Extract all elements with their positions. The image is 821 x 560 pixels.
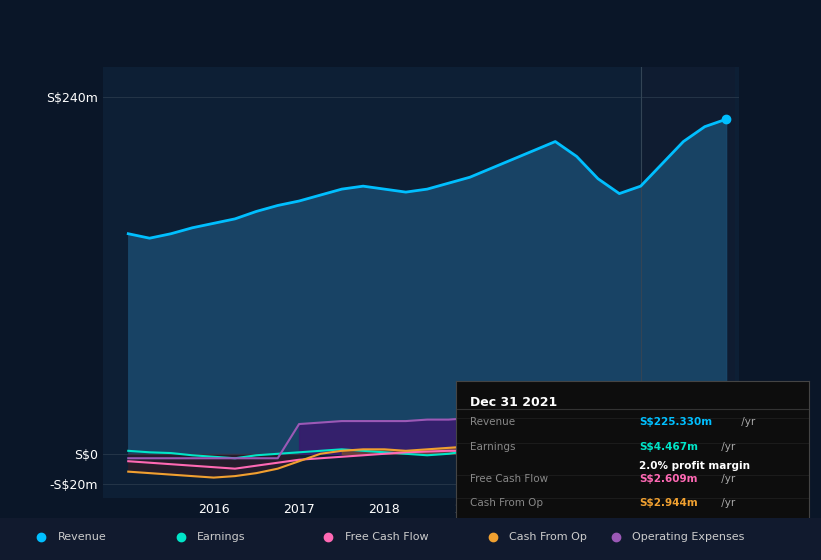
Text: /yr: /yr bbox=[718, 474, 736, 484]
Text: Earnings: Earnings bbox=[470, 442, 516, 452]
Text: S$25.127m: S$25.127m bbox=[640, 521, 705, 531]
Text: S$2.609m: S$2.609m bbox=[640, 474, 698, 484]
Text: S$4.467m: S$4.467m bbox=[640, 442, 698, 452]
Text: Revenue: Revenue bbox=[57, 532, 106, 542]
Text: S$2.944m: S$2.944m bbox=[640, 498, 698, 507]
Text: Operating Expenses: Operating Expenses bbox=[470, 521, 575, 531]
Text: /yr: /yr bbox=[738, 417, 755, 427]
Text: Cash From Op: Cash From Op bbox=[470, 498, 543, 507]
Text: Dec 31 2021: Dec 31 2021 bbox=[470, 396, 557, 409]
Text: Operating Expenses: Operating Expenses bbox=[632, 532, 745, 542]
Text: Free Cash Flow: Free Cash Flow bbox=[470, 474, 548, 484]
Text: 2.0% profit margin: 2.0% profit margin bbox=[640, 461, 750, 472]
Bar bbox=[640, 67, 735, 498]
Text: /yr: /yr bbox=[728, 521, 745, 531]
Text: S$225.330m: S$225.330m bbox=[640, 417, 713, 427]
Text: Revenue: Revenue bbox=[470, 417, 515, 427]
Text: Earnings: Earnings bbox=[197, 532, 245, 542]
Text: Free Cash Flow: Free Cash Flow bbox=[345, 532, 429, 542]
Text: /yr: /yr bbox=[718, 498, 736, 507]
Text: /yr: /yr bbox=[718, 442, 736, 452]
Text: Cash From Op: Cash From Op bbox=[509, 532, 587, 542]
